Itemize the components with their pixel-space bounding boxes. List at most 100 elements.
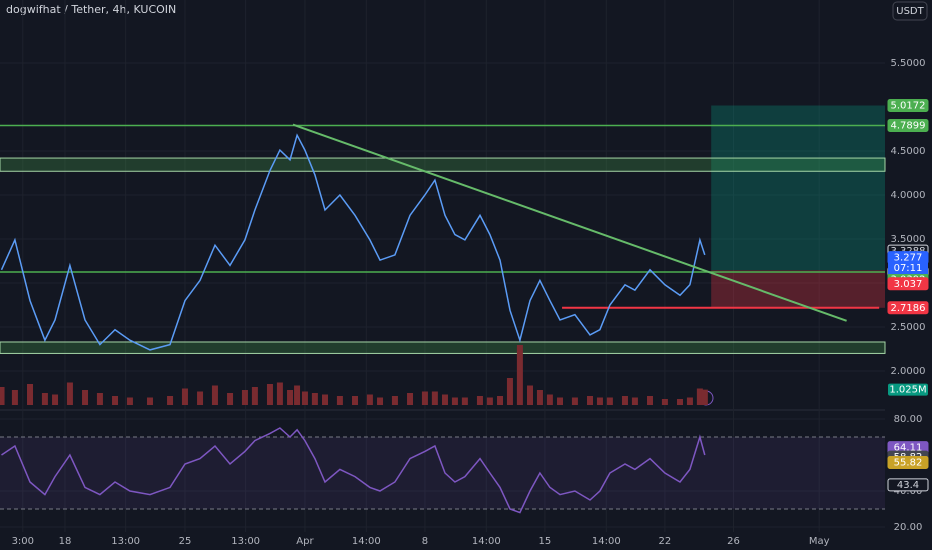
volume-bar: [366, 394, 373, 405]
price-tag: [887, 119, 929, 133]
price-tag: [887, 277, 929, 291]
volume-bar: [181, 388, 188, 405]
volume-bar: [126, 397, 133, 405]
volume-bar: [52, 394, 59, 405]
volume-bar: [276, 382, 283, 405]
volume-bar: [676, 399, 683, 405]
volume-bar: [596, 397, 603, 405]
volume-bar: [336, 396, 343, 405]
price-tag-label: 43.4: [897, 480, 919, 491]
volume-bar: [241, 390, 248, 405]
volume-bar: [527, 385, 534, 405]
price-tag-label: 3.277: [894, 253, 923, 264]
volume-bar: [421, 391, 428, 405]
volume-bar: [41, 393, 48, 405]
price-tag: [887, 456, 929, 470]
volume-bar: [587, 396, 593, 405]
countdown: 07:11: [894, 263, 923, 274]
volume-bar: [431, 391, 438, 405]
volume-bar: [661, 399, 668, 405]
price-tag-label: 3.037: [894, 279, 923, 290]
volume-bar: [701, 389, 708, 405]
price-tag-label: 64.11: [894, 443, 923, 454]
x-tick-label: 13:00: [111, 536, 140, 547]
volume-bar: [321, 394, 328, 405]
volume-bar: [476, 396, 483, 405]
volume-bar: [546, 394, 553, 405]
x-tick-label: 14:00: [472, 536, 501, 547]
volume-bar: [571, 397, 578, 405]
price-tag-label: 5.0172: [891, 101, 926, 112]
y-tick-label: 4.0000: [891, 190, 926, 201]
volume-bar: [451, 397, 458, 405]
volume-bar: [606, 397, 613, 405]
y-tick-label: 5.5000: [891, 58, 926, 69]
y-tick-label: 2.0000: [891, 366, 926, 377]
volume-bar: [311, 393, 318, 405]
rsi-band: [0, 437, 885, 509]
price-tag: [887, 99, 929, 113]
volume-bar: [407, 393, 414, 405]
support-zone: [0, 157, 886, 172]
rsi-tick-label: 80.00: [894, 414, 923, 425]
rsi-tick-label: 20.00: [894, 522, 923, 533]
volume-bar: [96, 393, 103, 405]
volume-bar: [251, 387, 258, 405]
x-tick-label: 22: [659, 536, 672, 547]
volume-bar: [351, 396, 358, 405]
volume-bar: [646, 396, 653, 405]
y-tick-label: 3.5000: [891, 234, 926, 245]
chart-title: dogwifhat / Tether, 4h, KUCOIN: [6, 3, 176, 16]
x-tick-label: 26: [727, 536, 740, 547]
volume-bar: [26, 384, 33, 405]
volume-bar: [301, 391, 308, 405]
x-tick-label: 25: [179, 536, 192, 547]
currency-button[interactable]: [892, 1, 928, 21]
x-tick-label: Apr: [296, 536, 314, 547]
volume-bar: [441, 394, 448, 405]
volume-bar: [516, 345, 523, 405]
y-tick-label: 4.5000: [891, 146, 926, 157]
volume-bar: [146, 397, 153, 405]
support-zone: [0, 341, 886, 354]
volume-bar: [631, 397, 638, 405]
currency[interactable]: USDT: [896, 6, 924, 17]
volume-bar: [506, 378, 513, 405]
target-zone: [711, 105, 885, 271]
volume-bar: [536, 390, 543, 405]
countdown-tag: [888, 262, 928, 274]
stop-zone: [711, 270, 885, 308]
price-tag: [887, 478, 929, 492]
volume-bar: [266, 384, 273, 405]
volume-bar: [197, 391, 204, 405]
price-tag: [887, 301, 929, 315]
rsi-line: [1, 427, 706, 514]
y-tick-label: 2.5000: [891, 322, 926, 333]
volume-tag: [888, 383, 928, 396]
volume-bar: [294, 385, 301, 405]
x-tick-label: 15: [539, 536, 552, 547]
volume-bar: [66, 382, 73, 405]
volume-bar: [557, 397, 564, 405]
x-tick-label: 13:00: [231, 536, 260, 547]
volume-bar: [112, 396, 119, 405]
volume-bar: [696, 388, 703, 405]
volume-bar: [621, 396, 628, 405]
price-tag-label: 55.82: [894, 458, 923, 469]
volume-bar: [167, 396, 174, 405]
volume-bar: [211, 385, 218, 405]
volume-bar: [391, 396, 398, 405]
price-line: [0, 133, 706, 351]
rsi-tick-label: 40.00: [894, 486, 923, 497]
price-tag-label: 4.7899: [891, 121, 926, 132]
volume-bar: [0, 387, 5, 405]
volume-bar: [497, 396, 504, 405]
volume-bar: [377, 397, 384, 405]
x-tick-label: 14:00: [592, 536, 621, 547]
volume-bar: [686, 397, 693, 405]
volume-bar: [461, 397, 468, 405]
x-tick-label: May: [809, 536, 830, 547]
x-tick-label: 14:00: [352, 536, 381, 547]
